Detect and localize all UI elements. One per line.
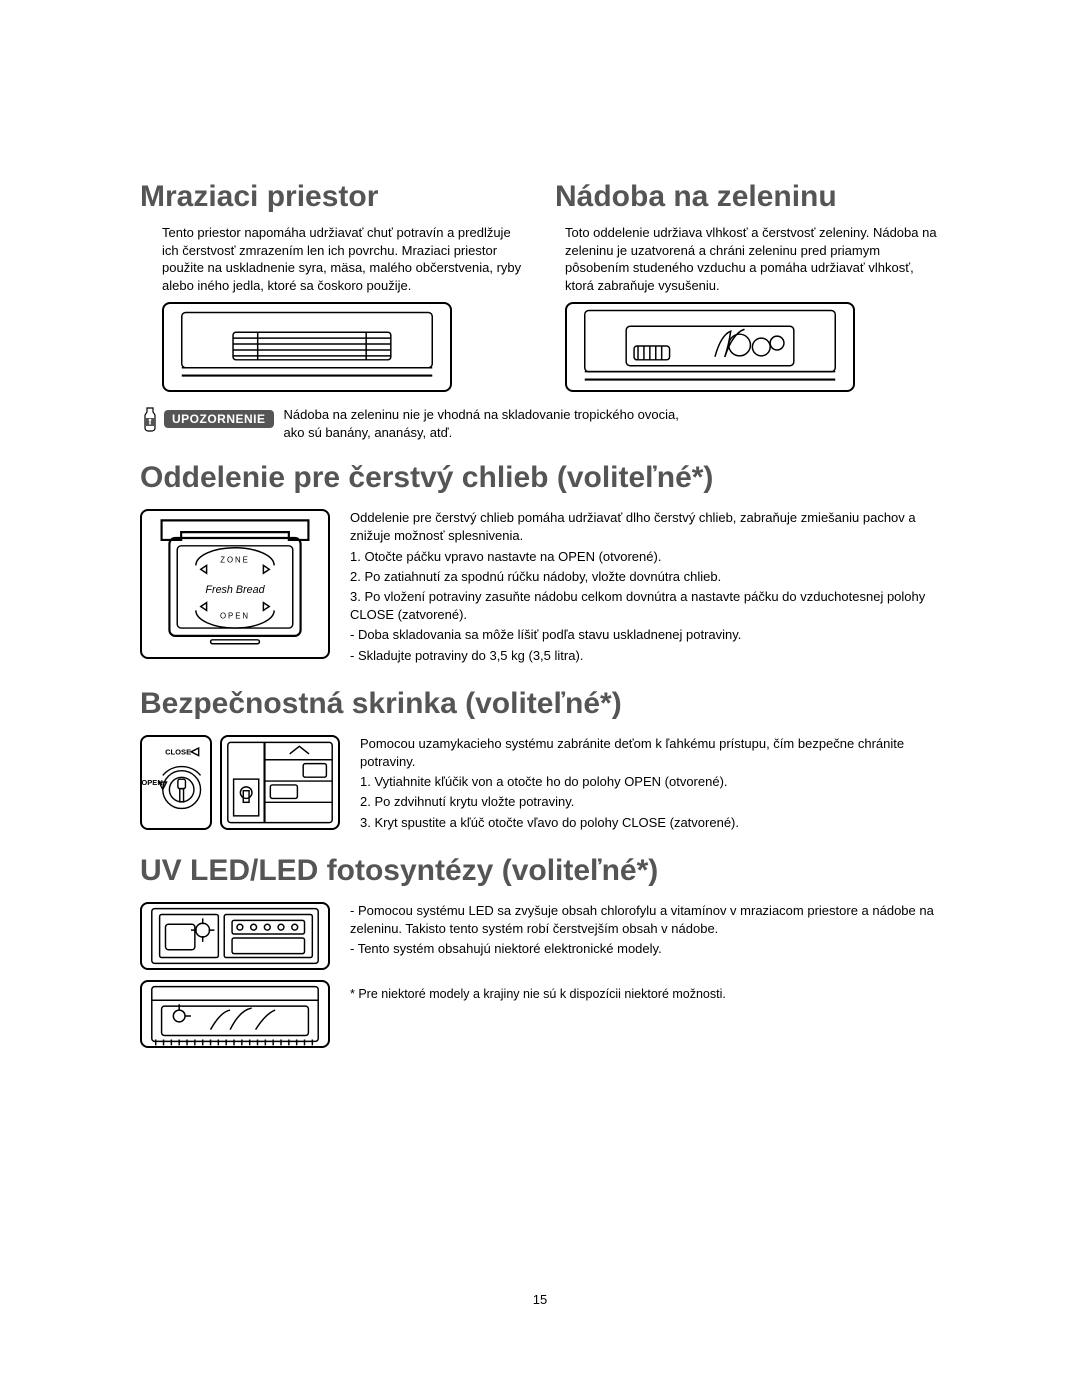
- freezer-section: Mraziaci priestor Tento priestor napomáh…: [140, 180, 525, 392]
- safety-step1: 1. Vytiahnite kľúčik von a otočte ho do …: [360, 773, 940, 791]
- heading-freezer: Mraziaci priestor: [140, 180, 525, 214]
- illustration-uvled: [140, 902, 330, 1048]
- bread-note1: - Doba skladovania sa môže líšiť podľa s…: [350, 626, 940, 644]
- bread-step1: 1. Otočte páčku vpravo nastavte na OPEN …: [350, 548, 940, 566]
- illustration-safety: CLOSE OPEN: [140, 735, 340, 834]
- illustration-bread-bin: ZONE Fresh Bread OPEN: [140, 509, 330, 667]
- heading-safety: Bezpečnostná skrinka (voliteľné*): [140, 687, 940, 721]
- heading-vegetable: Nádoba na zeleninu: [555, 180, 940, 214]
- uvled-note1: - Pomocou systému LED sa zvyšuje obsah c…: [350, 902, 940, 938]
- illustration-freezer-tray: [162, 302, 452, 392]
- uvled-text: - Pomocou systému LED sa zvyšuje obsah c…: [350, 902, 940, 1048]
- caution-text: Nádoba na zeleninu nie je vhodná na skla…: [284, 406, 679, 441]
- illustration-vegetable-bin: [565, 302, 855, 392]
- caution-badge: UPOZORNENIE: [140, 406, 274, 432]
- top-row: Mraziaci priestor Tento priestor napomáh…: [140, 180, 940, 392]
- safety-step2: 2. Po zdvihnutí krytu vložte potraviny.: [360, 793, 940, 811]
- paragraph-freezer: Tento priestor napomáha udržiavať chuť p…: [140, 224, 525, 294]
- caution-line1: Nádoba na zeleninu nie je vhodná na skla…: [284, 407, 679, 422]
- heading-uvled: UV LED/LED fotosyntézy (voliteľné*): [140, 854, 940, 888]
- caution-label: UPOZORNENIE: [164, 410, 274, 428]
- safety-text: Pomocou uzamykacieho systému zabránite d…: [360, 735, 940, 834]
- bread-row: ZONE Fresh Bread OPEN Oddelenie pre čers…: [140, 509, 940, 667]
- bread-text: Oddelenie pre čerstvý chlieb pomáha udrž…: [350, 509, 940, 667]
- caution-line2: ako sú banány, ananásy, atď.: [284, 425, 453, 440]
- label-brand: Fresh Bread: [205, 584, 265, 596]
- safety-row: CLOSE OPEN: [140, 735, 940, 834]
- bread-intro: Oddelenie pre čerstvý chlieb pomáha udrž…: [350, 509, 940, 545]
- label-close: CLOSE: [165, 747, 191, 756]
- bread-note2: - Skladujte potraviny do 3,5 kg (3,5 lit…: [350, 647, 940, 665]
- caution-row: UPOZORNENIE Nádoba na zeleninu nie je vh…: [140, 406, 940, 441]
- heading-bread: Oddelenie pre čerstvý chlieb (voliteľné*…: [140, 461, 940, 495]
- warning-bottle-icon: [140, 406, 160, 432]
- uvled-row: - Pomocou systému LED sa zvyšuje obsah c…: [140, 902, 940, 1048]
- safety-step3: 3. Kryt spustite a kľúč otočte vľavo do …: [360, 814, 940, 832]
- manual-page: Mraziaci priestor Tento priestor napomáh…: [0, 0, 1080, 1397]
- page-number: 15: [533, 1292, 547, 1307]
- label-zone: ZONE: [220, 556, 250, 565]
- footnote: * Pre niektoré modely a krajiny nie sú k…: [350, 986, 940, 1004]
- uvled-note2: - Tento systém obsahujú niektoré elektro…: [350, 940, 940, 958]
- safety-intro: Pomocou uzamykacieho systému zabránite d…: [360, 735, 940, 771]
- bread-step3: 3. Po vložení potraviny zasuňte nádobu c…: [350, 588, 940, 624]
- bread-step2: 2. Po zatiahnutí za spodnú rúčku nádoby,…: [350, 568, 940, 586]
- label-open: OPEN: [220, 612, 250, 621]
- paragraph-vegetable: Toto oddelenie udržiava vlhkosť a čerstv…: [555, 224, 940, 294]
- vegetable-section: Nádoba na zeleninu Toto oddelenie udržia…: [555, 180, 940, 392]
